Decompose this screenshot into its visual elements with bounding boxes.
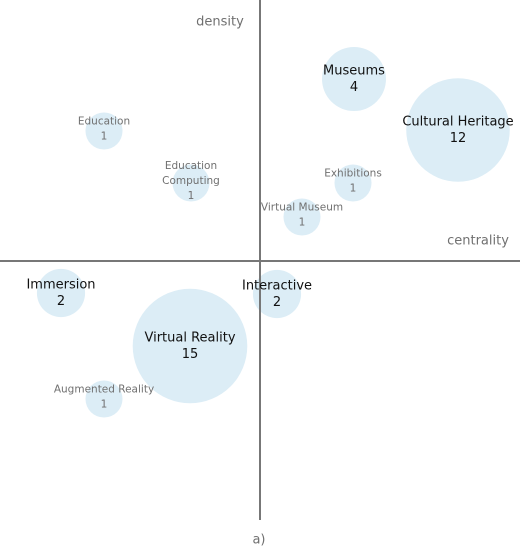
node-label: Immersion xyxy=(26,277,95,292)
bubble xyxy=(85,112,123,150)
node-label: Interactive xyxy=(242,278,312,293)
y-axis-label: density xyxy=(196,15,244,30)
node-label: Virtual Reality xyxy=(144,330,235,345)
bubble xyxy=(85,380,123,418)
bubble xyxy=(132,288,248,404)
bubble xyxy=(36,268,86,318)
bubbles xyxy=(36,47,510,418)
node-count: 1 xyxy=(188,190,195,202)
node-count: 1 xyxy=(350,183,357,195)
node-count: 2 xyxy=(273,295,281,310)
bubble xyxy=(252,269,302,319)
node-count: 1 xyxy=(101,131,108,143)
bubble xyxy=(334,164,372,202)
node-count: 12 xyxy=(450,131,467,146)
node-count: 2 xyxy=(57,294,65,309)
node-count: 15 xyxy=(182,347,199,362)
caption: a) xyxy=(252,533,265,548)
node-count: 1 xyxy=(299,217,306,229)
node-label: Cultural Heritage xyxy=(402,114,513,129)
node-label: Museums xyxy=(323,63,385,78)
node-label: Education xyxy=(78,116,130,128)
bubble xyxy=(283,198,321,236)
node-label: Exhibitions xyxy=(324,168,382,180)
node-label: Virtual Museum xyxy=(261,202,343,214)
bubble xyxy=(406,78,510,182)
node-label: Education Computing xyxy=(162,160,220,187)
bubble xyxy=(172,164,210,202)
x-axis-label: centrality xyxy=(447,234,509,249)
bubble xyxy=(322,47,386,111)
node-label: Augmented Reality xyxy=(54,384,154,396)
node-count: 1 xyxy=(101,399,108,411)
node-count: 4 xyxy=(350,80,358,95)
